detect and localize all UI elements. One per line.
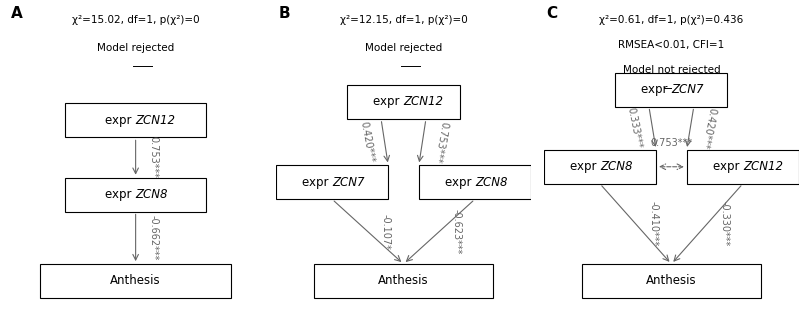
Text: 0.333***: 0.333*** [625, 107, 644, 150]
Text: ZCN8: ZCN8 [475, 176, 508, 189]
Text: Model rejected: Model rejected [97, 43, 174, 53]
Text: -0.623***: -0.623*** [452, 209, 462, 254]
Text: -0.662***: -0.662*** [148, 215, 158, 261]
Text: -0.410***: -0.410*** [648, 201, 659, 247]
Text: Model not rejected: Model not rejected [622, 65, 720, 75]
Text: ZCN12: ZCN12 [136, 114, 176, 127]
Text: ZCN7: ZCN7 [671, 83, 704, 96]
Text: 0.753***: 0.753*** [432, 121, 449, 163]
Text: 0.753***: 0.753*** [148, 136, 158, 179]
Text: expr: expr [106, 188, 136, 201]
Text: Anthesis: Anthesis [378, 274, 429, 288]
Text: expr: expr [641, 83, 671, 96]
Text: 0.753***: 0.753*** [650, 138, 692, 148]
Text: expr: expr [106, 114, 136, 127]
FancyBboxPatch shape [419, 165, 531, 199]
FancyBboxPatch shape [582, 264, 761, 298]
FancyBboxPatch shape [314, 264, 493, 298]
FancyBboxPatch shape [687, 150, 799, 184]
Text: expr: expr [713, 160, 742, 173]
Text: expr: expr [374, 95, 404, 108]
Text: expr: expr [570, 160, 600, 173]
Text: -0.330***: -0.330*** [720, 201, 730, 247]
Text: ZCN12: ZCN12 [404, 95, 444, 108]
Text: expr: expr [445, 176, 475, 189]
FancyBboxPatch shape [65, 178, 206, 212]
Text: RMSEA<0.01, CFI=1: RMSEA<0.01, CFI=1 [618, 40, 725, 50]
Text: χ²=12.15, df=1, p(χ²)=0: χ²=12.15, df=1, p(χ²)=0 [340, 15, 467, 26]
Text: Model rejected: Model rejected [365, 43, 442, 53]
Text: 0.420***: 0.420*** [699, 107, 717, 150]
Text: ZCN7: ZCN7 [332, 176, 365, 189]
FancyBboxPatch shape [65, 103, 206, 137]
Text: C: C [546, 6, 558, 21]
Text: Anthesis: Anthesis [111, 274, 161, 288]
FancyBboxPatch shape [276, 165, 388, 199]
Text: Model not rejected: Model not rejected [622, 65, 720, 75]
FancyBboxPatch shape [40, 264, 232, 298]
Text: ZCN8: ZCN8 [136, 188, 168, 201]
Text: χ²=15.02, df=1, p(χ²)=0: χ²=15.02, df=1, p(χ²)=0 [72, 15, 199, 26]
Text: A: A [10, 6, 23, 21]
Text: χ²=0.61, df=1, p(χ²)=0.436: χ²=0.61, df=1, p(χ²)=0.436 [600, 15, 743, 26]
FancyBboxPatch shape [615, 72, 727, 106]
Text: B: B [278, 6, 291, 21]
Text: Model: Model [654, 65, 688, 75]
Text: Anthesis: Anthesis [646, 274, 696, 288]
Text: ZCN8: ZCN8 [600, 160, 633, 173]
Text: 0.420***: 0.420*** [358, 121, 375, 163]
Text: expr: expr [302, 176, 332, 189]
FancyBboxPatch shape [347, 85, 460, 119]
Text: -0.107*: -0.107* [381, 214, 391, 249]
FancyBboxPatch shape [544, 150, 656, 184]
Text: ZCN12: ZCN12 [742, 160, 783, 173]
